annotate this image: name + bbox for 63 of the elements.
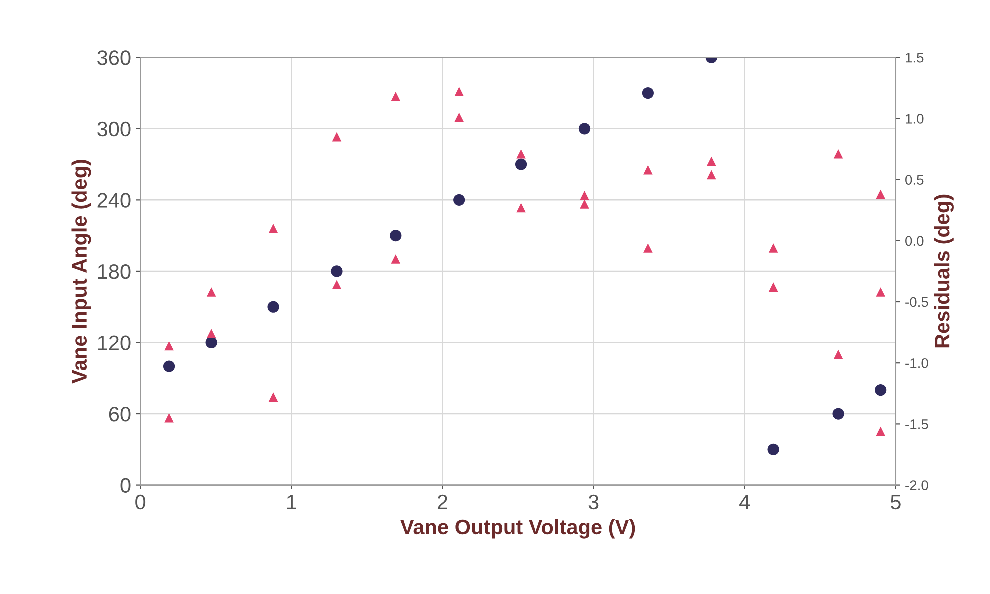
point bbox=[164, 413, 174, 423]
y2-tick-label: -1.5 bbox=[906, 420, 928, 430]
x-tick-label: 1 bbox=[287, 495, 296, 510]
point bbox=[332, 280, 342, 290]
point bbox=[390, 230, 402, 242]
point bbox=[832, 408, 844, 420]
point bbox=[768, 444, 780, 456]
y2-axis-title: Residuals (deg) bbox=[934, 194, 954, 348]
point bbox=[644, 165, 653, 175]
point bbox=[515, 158, 528, 170]
y-axis-title: Vane Input Angle (deg) bbox=[72, 160, 92, 384]
x-tick-label: 2 bbox=[438, 494, 448, 510]
point bbox=[768, 244, 778, 253]
point bbox=[391, 254, 401, 264]
point bbox=[454, 87, 464, 96]
y-tick-label: 360 bbox=[98, 50, 131, 66]
point bbox=[164, 341, 174, 351]
x-axis-title: Vane Output Voltage (V) bbox=[400, 519, 636, 539]
y2-tick-label: 0.5 bbox=[906, 175, 924, 185]
point bbox=[516, 149, 526, 159]
point bbox=[332, 132, 342, 142]
point bbox=[768, 282, 778, 292]
point bbox=[876, 426, 886, 436]
point bbox=[706, 156, 716, 166]
point bbox=[876, 288, 886, 297]
y-tick-label: 300 bbox=[98, 122, 131, 137]
point bbox=[580, 191, 590, 200]
y-tick-label: 180 bbox=[98, 264, 131, 280]
point bbox=[206, 336, 218, 349]
point bbox=[454, 112, 464, 122]
y2-tick-label: 0.0 bbox=[906, 236, 924, 246]
x-tick-label: 4 bbox=[740, 495, 750, 510]
point bbox=[163, 360, 176, 372]
y2-tick-label: -0.5 bbox=[906, 297, 928, 308]
point bbox=[516, 203, 526, 213]
point bbox=[875, 384, 887, 396]
point bbox=[206, 329, 216, 338]
point bbox=[331, 266, 343, 278]
x-tick-label: 5 bbox=[890, 495, 901, 510]
x-tick-label: 3 bbox=[588, 494, 599, 510]
y-tick-label: 0 bbox=[120, 478, 131, 494]
point bbox=[268, 392, 278, 402]
point bbox=[206, 288, 216, 297]
point bbox=[578, 123, 591, 135]
point bbox=[268, 301, 280, 313]
point bbox=[644, 244, 653, 253]
y2-tick-label: 1.0 bbox=[906, 114, 924, 124]
x-tick-label: 0 bbox=[136, 494, 146, 510]
point bbox=[580, 200, 590, 209]
point bbox=[706, 170, 716, 180]
point bbox=[642, 87, 654, 100]
point bbox=[834, 350, 844, 360]
point bbox=[876, 190, 886, 200]
point bbox=[268, 224, 278, 234]
point bbox=[834, 149, 844, 159]
point bbox=[454, 194, 466, 206]
y2-tick-label: -2.0 bbox=[906, 480, 928, 490]
y-tick-label: 120 bbox=[98, 336, 131, 350]
y-tick-label: 240 bbox=[98, 193, 131, 208]
y2-tick-label: 1.5 bbox=[906, 53, 924, 63]
y-tick-label: 60 bbox=[109, 407, 131, 422]
y2-tick-label: -1.0 bbox=[906, 358, 928, 368]
point bbox=[391, 92, 401, 102]
